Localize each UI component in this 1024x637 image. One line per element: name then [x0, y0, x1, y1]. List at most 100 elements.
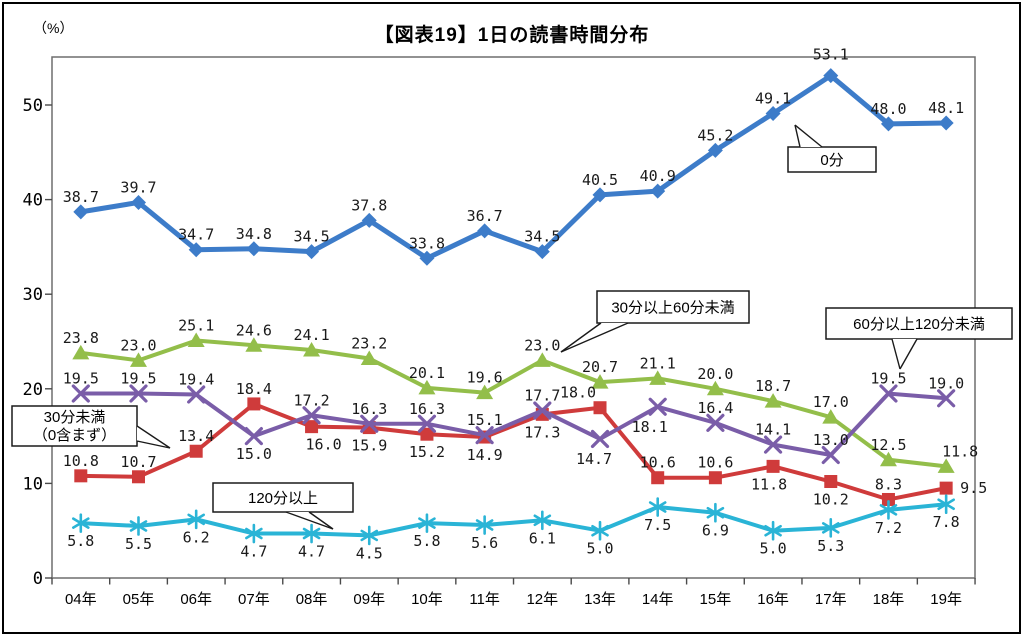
- series-2-marker-4: [303, 342, 321, 357]
- series-1-marker-6: [420, 427, 434, 441]
- series-1-marker-3: [247, 397, 261, 411]
- series-4-marker-12: [764, 520, 782, 541]
- callout-pointer-edge: [891, 338, 901, 370]
- value-label: 19.0: [928, 374, 964, 392]
- series-3-marker-9: [590, 429, 610, 449]
- x-axis-label: 04年: [65, 591, 97, 608]
- series-3-marker-7: [475, 426, 494, 445]
- value-label: 33.8: [409, 234, 445, 252]
- series-1-marker-2: [189, 444, 203, 458]
- callout-box-3: [825, 307, 1013, 340]
- value-label: 19.5: [63, 370, 99, 388]
- value-label: 15.2: [409, 443, 445, 461]
- series-4-marker-11: [706, 502, 725, 523]
- callout-pointer-edge: [560, 322, 629, 353]
- series-line-1: [78, 401, 949, 502]
- x-axis-label: 07年: [238, 591, 270, 608]
- callout-pointer-edge: [136, 425, 171, 449]
- series-0-marker-1: [130, 194, 146, 210]
- series-3-marker-13: [821, 445, 840, 465]
- series-2-marker-9: [591, 374, 609, 389]
- series-4-marker-7: [475, 515, 494, 535]
- value-label: 19.4: [178, 370, 214, 388]
- value-label: 17.3: [524, 423, 560, 441]
- value-label: 53.1: [813, 46, 849, 64]
- value-label: 18.4: [236, 380, 272, 398]
- callout-pointer-edge: [560, 322, 602, 353]
- callout-box-4: [212, 482, 354, 513]
- y-axis-tick-label: 20: [23, 380, 43, 400]
- series-4-marker-8: [533, 510, 552, 531]
- value-label: 13.4: [178, 427, 214, 445]
- value-label: 18.7: [755, 377, 791, 395]
- series-3-marker-2: [187, 385, 206, 404]
- value-label: 10.6: [640, 454, 676, 472]
- series-3-marker-5: [360, 414, 379, 433]
- series-1-marker-0: [74, 469, 88, 483]
- series-0-marker-5: [361, 212, 377, 228]
- series-line-3: [78, 391, 949, 458]
- value-label: 19.5: [870, 370, 906, 388]
- series-0-marker-4: [304, 244, 320, 260]
- value-label: 10.7: [120, 453, 156, 471]
- series-0-marker-15: [938, 115, 954, 131]
- x-axis-label: 11年: [469, 591, 500, 608]
- series-2-marker-1: [129, 352, 147, 367]
- series-0-marker-0: [73, 204, 89, 220]
- series-label-3: 60分以上120分未満: [853, 316, 985, 333]
- series-4-marker-1: [129, 516, 148, 536]
- series-2-marker-13: [822, 409, 840, 424]
- value-label: 10.6: [697, 454, 733, 472]
- series-4-marker-13: [821, 518, 840, 538]
- series-4-marker-15: [937, 494, 955, 515]
- value-label: 20.0: [697, 365, 733, 383]
- series-3-marker-6: [417, 414, 437, 433]
- series-0-marker-8: [534, 244, 550, 260]
- value-label: 34.7: [178, 226, 214, 244]
- value-label: 38.7: [63, 188, 99, 206]
- series-label-2: 30分以上60分未満: [611, 300, 734, 317]
- value-label: 34.8: [236, 225, 272, 243]
- series-4-marker-3: [245, 523, 263, 544]
- value-label: 5.8: [67, 532, 94, 550]
- series-1-marker-1: [131, 470, 145, 484]
- series-0-marker-6: [419, 250, 435, 266]
- value-label: 34.5: [293, 228, 329, 246]
- value-label: 20.1: [409, 364, 445, 382]
- callout-pointer-edge: [285, 511, 334, 530]
- value-label: 16.3: [351, 400, 387, 418]
- value-label: 17.0: [813, 393, 849, 411]
- x-axis-label: 13年: [584, 591, 616, 608]
- value-label: 24.1: [293, 326, 329, 344]
- value-label: 17.7: [524, 387, 560, 405]
- series-0-marker-3: [246, 241, 262, 257]
- value-label: 37.8: [351, 196, 387, 214]
- series-0-marker-11: [707, 142, 723, 158]
- series-4-marker-5: [360, 525, 379, 546]
- series-4-marker-14: [879, 500, 898, 520]
- callout-pointer-edge: [899, 338, 918, 370]
- series-label-1: （0含まず）: [33, 427, 116, 444]
- series-3-marker-1: [129, 384, 148, 403]
- value-label: 24.6: [236, 321, 272, 339]
- series-2-marker-14: [879, 451, 897, 467]
- value-label: 5.3: [817, 537, 844, 555]
- x-axis-label: 14年: [642, 591, 674, 608]
- series-0-marker-2: [188, 242, 204, 258]
- series-label-4: 120分以上: [248, 490, 318, 507]
- series-line-2: [78, 338, 949, 469]
- series-3-marker-0: [71, 384, 90, 403]
- series-3-marker-12: [763, 435, 783, 454]
- value-label: 10.2: [813, 491, 849, 509]
- value-label: 23.2: [351, 335, 387, 353]
- series-1-marker-11: [708, 471, 722, 485]
- series-1-marker-4: [305, 420, 319, 434]
- value-label: 4.7: [240, 543, 267, 561]
- series-3-marker-15: [937, 389, 956, 408]
- series-0-marker-13: [823, 68, 839, 84]
- value-label: 7.8: [933, 513, 960, 531]
- value-label: 19.5: [120, 370, 156, 388]
- value-label: 16.0: [305, 436, 341, 454]
- series-4-marker-10: [648, 497, 667, 517]
- series-4-marker-6: [418, 513, 436, 533]
